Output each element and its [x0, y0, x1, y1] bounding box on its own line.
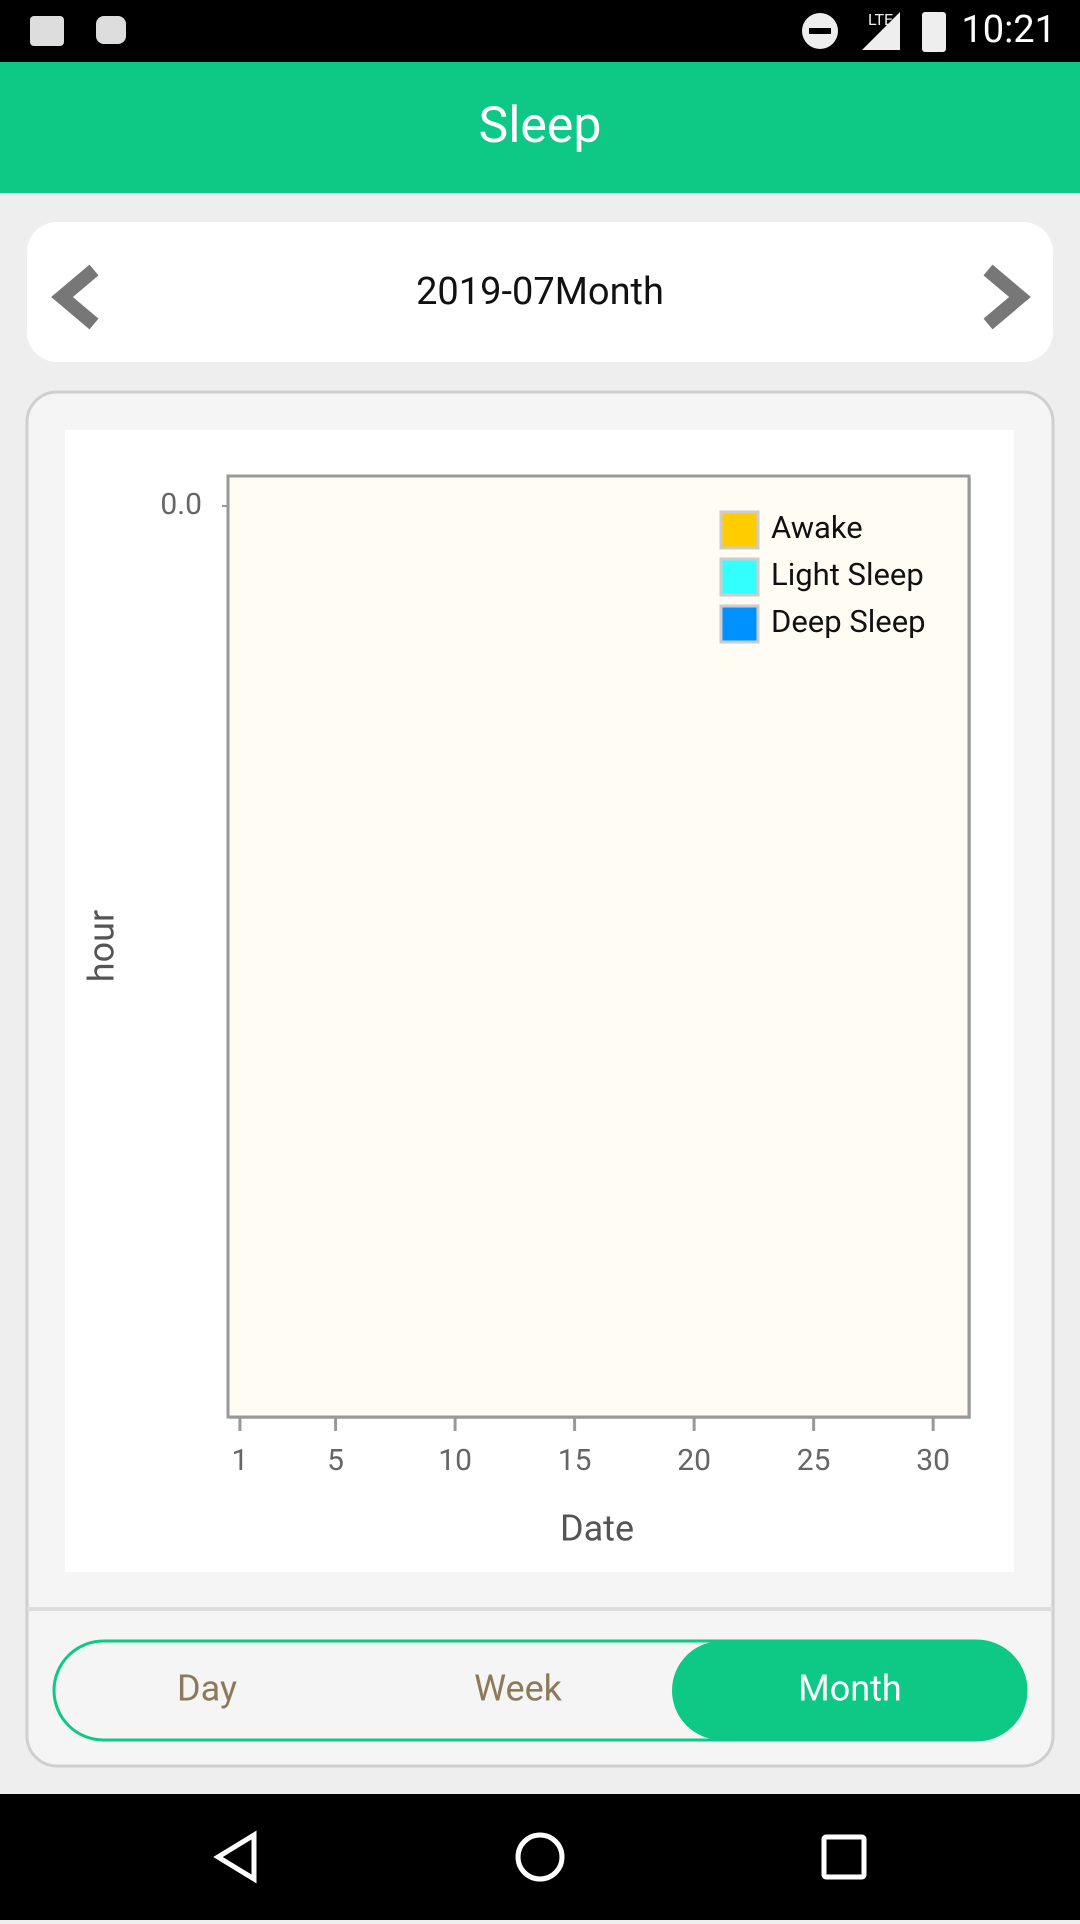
legend-label: Deep Sleep — [771, 603, 926, 640]
x-tick-label: 10 — [438, 1443, 472, 1478]
tab-label[interactable]: Month — [798, 1668, 901, 1710]
period-label: 2019-07Month — [416, 270, 664, 314]
app-bar — [0, 62, 1080, 193]
battery-icon — [922, 12, 946, 52]
legend-label: Light Sleep — [771, 556, 924, 593]
network-type: LTE — [868, 10, 893, 29]
tab-label[interactable]: Day — [177, 1668, 237, 1710]
android-icon — [96, 16, 126, 44]
home-button[interactable] — [515, 1832, 565, 1882]
prev-button[interactable] — [51, 264, 99, 330]
dnd-bar — [809, 28, 831, 34]
notification-icon — [30, 16, 64, 46]
legend-swatch — [719, 604, 760, 644]
x-tick-label: 30 — [916, 1443, 950, 1478]
x-tick-label: 15 — [558, 1443, 592, 1478]
y-axis-title: hour — [81, 910, 123, 982]
tab-selected-bg — [672, 1641, 1026, 1740]
tab-label[interactable]: Week — [474, 1668, 563, 1710]
plot-area — [226, 474, 971, 1419]
x-tick-label: 25 — [797, 1443, 831, 1478]
legend-label: Awake — [771, 509, 863, 546]
clock: 10:21 — [961, 8, 1056, 52]
app-title: Sleep — [479, 97, 602, 155]
back-button[interactable] — [213, 1830, 257, 1884]
signal-icon — [862, 12, 900, 50]
status-bar — [0, 0, 1080, 62]
legend-swatch — [719, 557, 760, 597]
nav-bar — [0, 1794, 1080, 1920]
period-card — [27, 222, 1053, 362]
legend-swatch — [719, 510, 760, 550]
recents-button[interactable] — [821, 1834, 867, 1880]
x-tick-label: 20 — [677, 1443, 711, 1478]
x-tick-label: 1 — [232, 1443, 249, 1478]
x-axis-title: Date — [560, 1508, 634, 1550]
next-button[interactable] — [983, 264, 1031, 330]
y-tick-label: 0.0 — [160, 487, 202, 522]
x-tick-label: 5 — [327, 1443, 344, 1478]
